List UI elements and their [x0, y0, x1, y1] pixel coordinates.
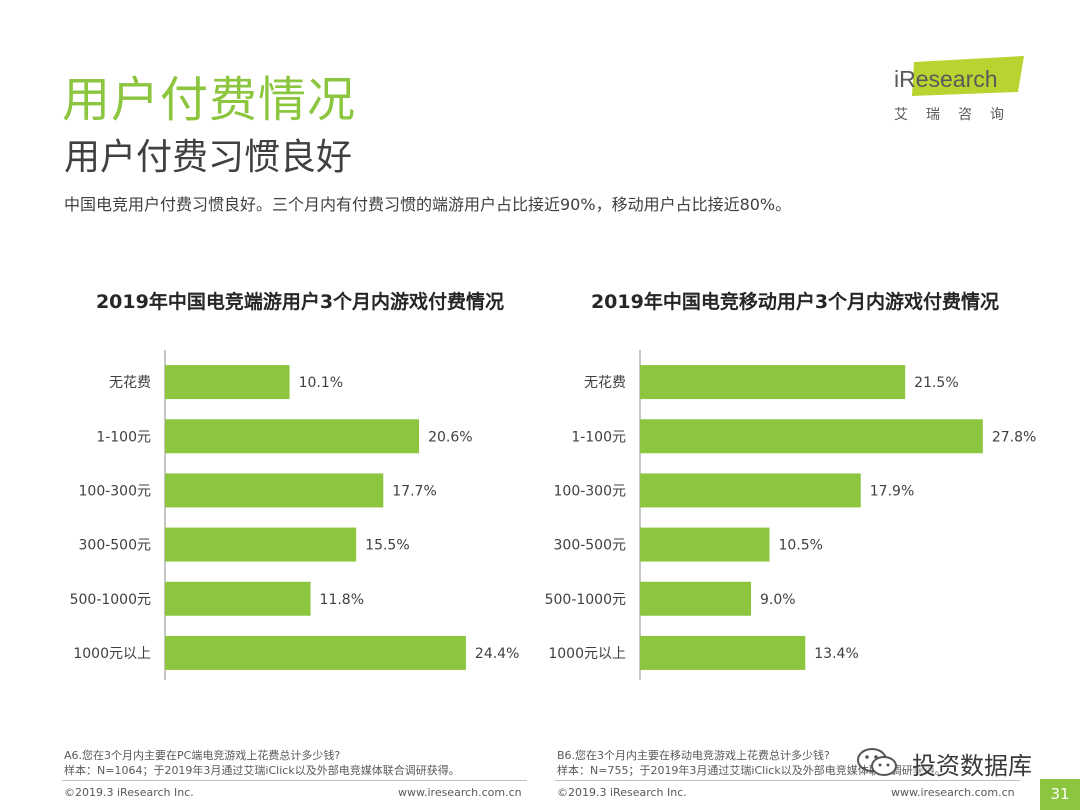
category-label: 100-300元: [79, 483, 152, 499]
category-label: 100-300元: [554, 483, 627, 499]
value-label: 9.0%: [760, 592, 796, 608]
footnote-left-sample: 样本：N=1064；于2019年3月通过艾瑞iClick以及外部电竞媒体联合调研…: [64, 764, 460, 777]
bar-3: [165, 473, 384, 508]
logo-banner-shape: [912, 56, 1024, 96]
site-right: www.iresearch.com.cn: [891, 786, 1015, 799]
value-label: 17.7%: [392, 483, 436, 499]
watermark-text: 投资数据库: [912, 752, 1032, 780]
summary-text: 中国电竞用户付费习惯良好。三个月内有付费习惯的端游用户占比接近90%，移动用户占…: [64, 195, 792, 214]
bar-5: [165, 581, 311, 616]
site-left: www.iresearch.com.cn: [398, 786, 522, 799]
footnote-left-question: A6.您在3个月内主要在PC端电竞游戏上花费总计多少钱?: [64, 749, 341, 762]
category-label: 1-100元: [96, 429, 151, 445]
category-label: 1000元以上: [73, 646, 151, 662]
logo-brand-text: iResearch: [894, 66, 998, 92]
value-label: 17.9%: [870, 483, 914, 499]
category-label: 300-500元: [79, 538, 152, 554]
value-label: 24.4%: [475, 646, 519, 662]
chart-mobile-spending: 无花费 21.5% 1-100元 27.8% 100-300元 17.9% 300-500元…: [545, 350, 1036, 680]
page-subtitle: 用户付费习惯良好: [64, 137, 353, 178]
wechat-icon: [857, 748, 897, 776]
copyright-right: ©2019.3 iResearch Inc.: [557, 786, 687, 799]
iresearch-logo: iResearch 艾瑞咨询: [892, 56, 1032, 126]
bar-5: [640, 581, 751, 616]
page-number: 31: [1040, 779, 1080, 810]
value-label: 13.4%: [814, 646, 858, 662]
category-label: 1-100元: [571, 429, 626, 445]
footnote-right-sample: 样本：N=755；于2019年3月通过艾瑞iClick以及外部电竞媒体联合调研获…: [557, 764, 946, 777]
chart-title-mobile: 2019年中国电竞移动用户3个月内游戏付费情况: [590, 291, 1000, 313]
copyright-left: ©2019.3 iResearch Inc.: [64, 786, 194, 799]
footnote-right: B6.您在3个月内主要在移动电竞游戏上花费总计多少钱? 样本：N=755；于20…: [557, 748, 946, 778]
value-label: 11.8%: [320, 592, 364, 608]
value-label: 15.5%: [365, 538, 409, 554]
watermark: 投资数据库: [848, 744, 1044, 780]
bar-4: [165, 527, 357, 562]
value-label: 10.5%: [779, 538, 823, 554]
value-label: 10.1%: [299, 375, 343, 391]
category-label: 500-1000元: [545, 592, 626, 608]
logo-sub-text: 艾瑞咨询: [894, 107, 1022, 123]
category-label: 1000元以上: [548, 646, 626, 662]
footnote-left: A6.您在3个月内主要在PC端电竞游戏上花费总计多少钱? 样本：N=1064；于…: [64, 748, 460, 778]
bar-4: [640, 527, 770, 562]
category-label: 500-1000元: [70, 592, 151, 608]
bar-6: [165, 635, 466, 670]
bar-1: [640, 365, 906, 400]
footnote-right-question: B6.您在3个月内主要在移动电竞游戏上花费总计多少钱?: [557, 749, 830, 762]
category-label: 300-500元: [554, 538, 627, 554]
page-title: 用户付费情况: [62, 72, 357, 128]
category-label: 无花费: [584, 375, 626, 391]
bar-6: [640, 635, 806, 670]
bar-1: [165, 365, 290, 400]
value-label: 21.5%: [914, 375, 958, 391]
footnote-right-divider: [555, 780, 1020, 781]
footnote-left-divider: [62, 780, 527, 781]
value-label: 27.8%: [992, 429, 1036, 445]
bar-2: [165, 419, 420, 454]
category-label: 无花费: [109, 375, 151, 391]
value-label: 20.6%: [428, 429, 472, 445]
chart-title-pc: 2019年中国电竞端游用户3个月内游戏付费情况: [95, 291, 505, 313]
bar-3: [640, 473, 861, 508]
bar-2: [640, 419, 983, 454]
chart-pc-spending: 无花费 10.1% 1-100元 20.6% 100-300元 17.7% 300-500元…: [70, 350, 519, 680]
